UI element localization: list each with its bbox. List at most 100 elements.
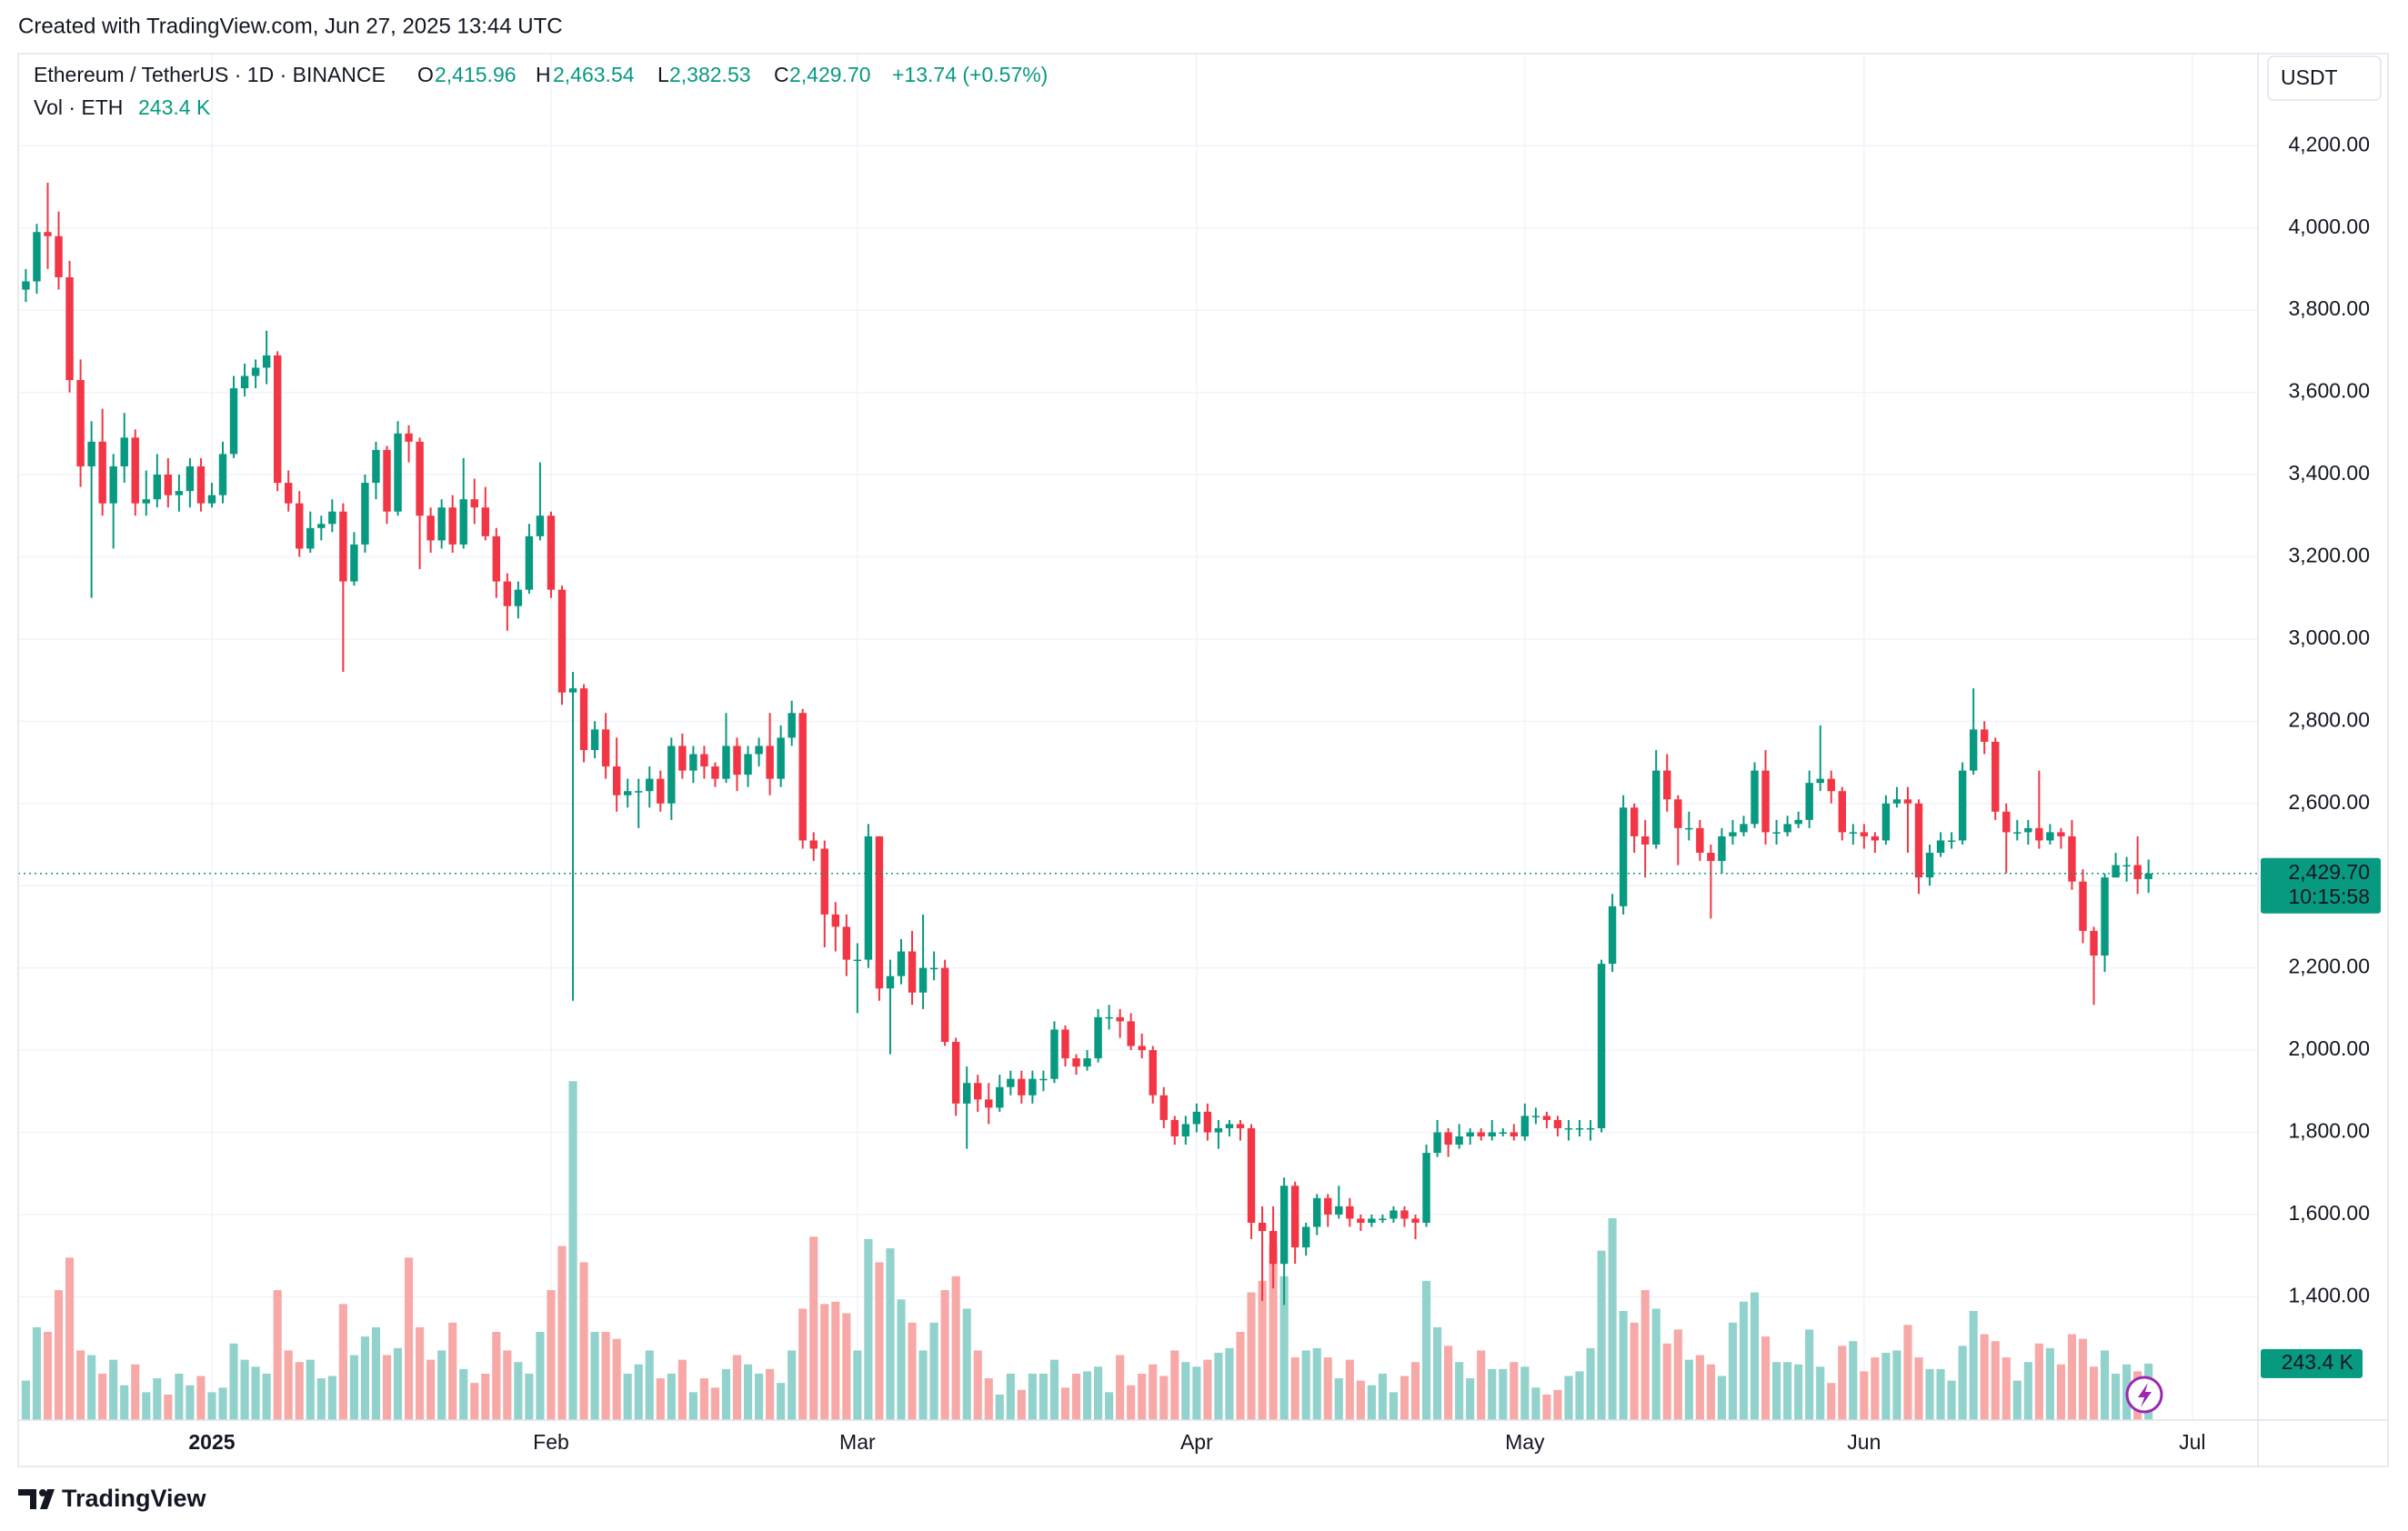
volume-bar [1421,1280,1431,1420]
candle-body [1586,1127,1595,1130]
volume-bar [1903,1325,1912,1420]
candle-body [503,581,512,606]
candle-body [1170,1119,1179,1137]
overlay-layer: 1,400.00 1,600.00 1,800.00 2,000.00 2,200.00… [18,132,2381,1454]
candle-body [1159,1095,1168,1120]
volume-bar [645,1350,654,1420]
candle-body [2002,811,2011,833]
candle-body [1105,1016,1113,1019]
candle-body [1914,803,1923,878]
volume-bar [1881,1352,1891,1420]
volume-bar [1772,1362,1781,1420]
candle-body [579,688,588,750]
candle-body [153,475,162,500]
volume-bar [1290,1357,1299,1420]
volume-bar [1410,1362,1420,1420]
y-tick-label: 2,800.00 [2288,707,2370,731]
candle-body [929,967,938,970]
candle-body [1225,1124,1234,1128]
volume-bar [1334,1378,1343,1420]
volume-bar [1345,1359,1354,1420]
candle-body [557,589,567,693]
candle-body [1729,832,1737,836]
candle-body [207,495,216,504]
candle-body [2090,930,2098,956]
volume-layer [21,1081,2153,1420]
candle-body [601,729,610,767]
candle-body [1707,853,1715,862]
candle-body [142,499,150,504]
volume-bar [1214,1352,1223,1420]
volume-bar [503,1350,512,1420]
volume-bar [525,1373,534,1420]
volume-bar [1367,1385,1376,1420]
candle-body [1455,1136,1463,1146]
currency-label[interactable]: USDT [2281,65,2338,89]
candle-body [853,959,862,962]
candle-body [1740,824,1748,833]
candle-body [448,507,457,545]
candle-body [1969,729,1978,771]
legend-key: H [536,63,551,86]
volume-bar [1301,1350,1310,1420]
volume-bar [349,1355,358,1420]
volume-bar [1356,1380,1365,1420]
candle-body [437,507,446,541]
candle-body [55,235,63,277]
candle-body [1357,1218,1365,1223]
candle-body [76,380,85,466]
volume-bar [1028,1373,1037,1420]
volume-bar [1925,1368,1934,1420]
y-tick-label: 4,200.00 [2288,132,2370,155]
volume-bar [2034,1343,2043,1420]
candle-body [1433,1132,1441,1154]
candle-body [744,754,752,776]
volume-bar [2023,1362,2032,1420]
logo-dot [39,1489,46,1496]
candle-body [1390,1210,1398,1219]
legend-key: L [657,63,669,86]
candle-body [120,437,128,466]
candle-body [1794,819,1802,825]
volume-bar [612,1338,621,1420]
volume-bar [360,1336,369,1420]
volume-bar [1750,1292,1760,1420]
volume-bar [962,1308,971,1420]
volume-bar [557,1246,567,1420]
candle-body [1652,770,1661,845]
y-tick-label: 3,400.00 [2288,461,2370,485]
volume-bar [382,1355,392,1420]
volume-bar [2045,1347,2054,1420]
candle-body [788,713,796,738]
candle-body [372,449,380,484]
candle-body [842,926,851,960]
candle-body [985,1099,993,1108]
candle-body [306,527,315,549]
volume-bar [1651,1308,1661,1420]
volume-bar [218,1387,227,1420]
logo [18,1489,55,1509]
volume-bar [2078,1338,2088,1420]
candle-body [1422,1153,1430,1223]
currency-button[interactable] [2267,55,2382,101]
lightning-icon[interactable] [2125,1376,2163,1414]
candle-body [1335,1206,1343,1215]
candle-body [2122,865,2131,867]
lightning-bolt[interactable] [2138,1383,2152,1407]
candle-body [2079,881,2087,931]
candle-body [1018,1078,1026,1096]
volume-bar [820,1304,829,1420]
candle-body [1138,1046,1146,1051]
candle-body [689,754,697,771]
candle-body [1400,1210,1409,1219]
volume-bar [1936,1368,1945,1420]
candle-body [2024,827,2032,833]
volume-bar [864,1238,873,1420]
candle-body [196,465,206,504]
volume-bar [547,1290,556,1420]
volume-bar [1838,1346,1847,1420]
candle-body [1619,807,1628,906]
candle-body [1301,1226,1310,1248]
y-tick-label: 4,000.00 [2288,215,2370,238]
